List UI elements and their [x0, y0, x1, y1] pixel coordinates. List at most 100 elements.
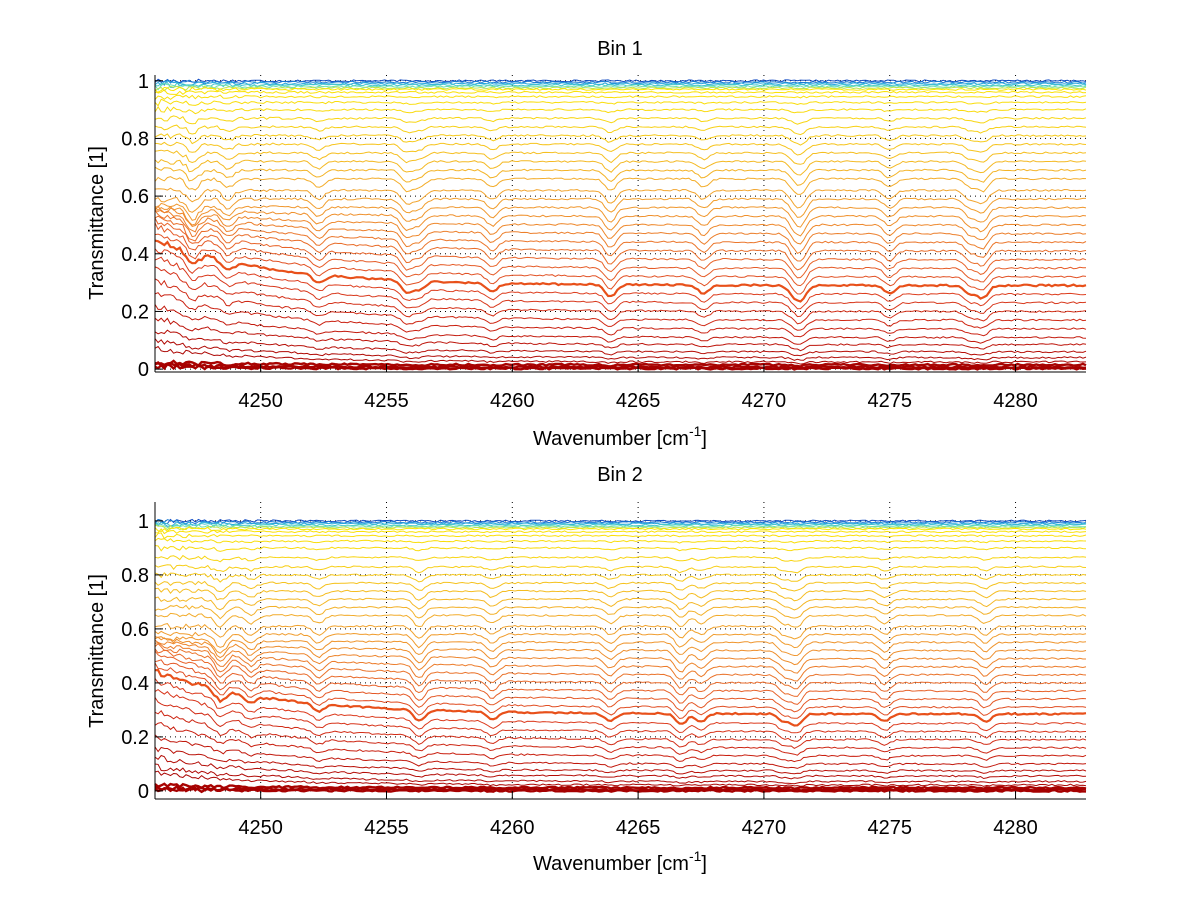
series-line [154, 85, 1087, 92]
x-tick-label: 4265 [616, 390, 661, 412]
series-line [154, 359, 1087, 368]
axis-lines [154, 75, 1086, 373]
series-line [154, 88, 1087, 95]
series-line [154, 278, 1087, 331]
y-tick-label: 0.4 [121, 244, 149, 266]
series-line [154, 141, 1087, 156]
series-line [154, 678, 1087, 734]
y-tick-label: 0 [138, 359, 149, 381]
x-axis-label: Wavenumber [cm-1] [533, 848, 707, 875]
series-line [154, 623, 1087, 640]
series-line [154, 746, 1087, 775]
series-line [154, 612, 1087, 629]
y-axis-label: Transmittance [1] [86, 146, 108, 300]
series-line [154, 105, 1087, 115]
series-line [154, 580, 1087, 593]
series-line [154, 115, 1087, 125]
x-axis-label-superscript: -1 [689, 848, 702, 864]
series-line [154, 248, 1087, 310]
series-line [154, 187, 1087, 209]
y-tick-label: 1 [138, 71, 149, 93]
chart-title: Bin 2 [597, 464, 643, 486]
x-ticks: 4250 4255 4260 4265 4270 4275 4280 [238, 791, 1038, 839]
x-tick-label: 4255 [364, 390, 409, 412]
series-line [154, 124, 1087, 136]
series-line [154, 785, 1087, 794]
series-line [154, 86, 1087, 93]
series-line [154, 329, 1087, 357]
x-tick-label: 4280 [993, 817, 1038, 839]
axes-bin-2: Bin 2 4250 4255 4260 4265 4270 4275 4280 00.20… [86, 464, 1087, 875]
y-tick-label: 0.6 [121, 619, 149, 641]
series-line [154, 596, 1087, 611]
x-axis-label-text: Wavenumber [cm [533, 853, 689, 875]
series-line [154, 239, 1087, 303]
series-line [154, 522, 1087, 527]
series-line [154, 650, 1087, 705]
chart-title: Bin 1 [597, 38, 643, 60]
series-line [154, 545, 1087, 552]
x-axis-label-text: Wavenumber [cm [533, 428, 689, 450]
x-tick-label: 4270 [742, 390, 787, 412]
x-tick-label: 4275 [867, 817, 912, 839]
series-line [154, 166, 1087, 186]
series-line [154, 528, 1087, 535]
x-tick-label: 4250 [238, 390, 283, 412]
x-tick-label: 4275 [867, 390, 912, 412]
series-line [154, 292, 1087, 338]
series-line [154, 98, 1087, 107]
series-line [154, 94, 1087, 101]
y-tick-label: 0.6 [121, 186, 149, 208]
series-line [154, 642, 1087, 690]
series-line [154, 639, 1087, 682]
series-group [154, 518, 1087, 794]
y-tick-label: 0.2 [121, 301, 149, 323]
x-axis-label-superscript: -1 [689, 423, 702, 439]
series-line [154, 648, 1087, 697]
series-line [154, 266, 1087, 325]
series-line [154, 206, 1087, 237]
series-line [154, 205, 1087, 245]
series-line [154, 256, 1087, 318]
series-line [154, 81, 1087, 89]
y-tick-label: 0.8 [121, 128, 149, 150]
series-line [154, 518, 1087, 525]
series-line [154, 662, 1087, 720]
series-line [154, 133, 1087, 146]
series-line [154, 554, 1087, 563]
x-tick-label: 4265 [616, 817, 661, 839]
series-line [154, 688, 1087, 742]
series-line [154, 83, 1087, 91]
series-line [154, 233, 1087, 295]
series-line [154, 202, 1087, 228]
series-line [154, 217, 1087, 279]
series-line [154, 526, 1087, 533]
series-line [154, 210, 1087, 262]
series-line [154, 215, 1087, 271]
series-line [154, 564, 1087, 574]
series-line [154, 78, 1087, 86]
series-line [154, 520, 1087, 527]
x-tick-label: 4260 [490, 817, 535, 839]
y-tick-label: 0.8 [121, 565, 149, 587]
y-axis-label: Transmittance [1] [86, 574, 108, 728]
x-tick-label: 4255 [364, 817, 409, 839]
axes-bin-1: Bin 1 4250 4255 4260 4265 4270 4275 4280 00.20… [86, 38, 1087, 450]
series-line [154, 304, 1087, 345]
x-tick-label: 4270 [742, 817, 787, 839]
series-line [154, 668, 1087, 727]
x-tick-label: 4280 [993, 390, 1038, 412]
series-line [154, 518, 1087, 524]
axis-lines [154, 502, 1086, 800]
series-line [154, 763, 1087, 785]
y-ticks: 0 0.2 0.4 0.6 0.8 1 [121, 71, 163, 381]
series-line [154, 710, 1087, 756]
series-line [154, 754, 1087, 780]
series-line [154, 636, 1087, 657]
y-ticks: 0 0.2 0.4 0.6 0.8 1 [121, 511, 163, 803]
y-tick-label: 0.2 [121, 727, 149, 749]
y-tick-label: 1 [138, 511, 149, 533]
series-line [154, 362, 1087, 371]
series-line [154, 537, 1087, 544]
